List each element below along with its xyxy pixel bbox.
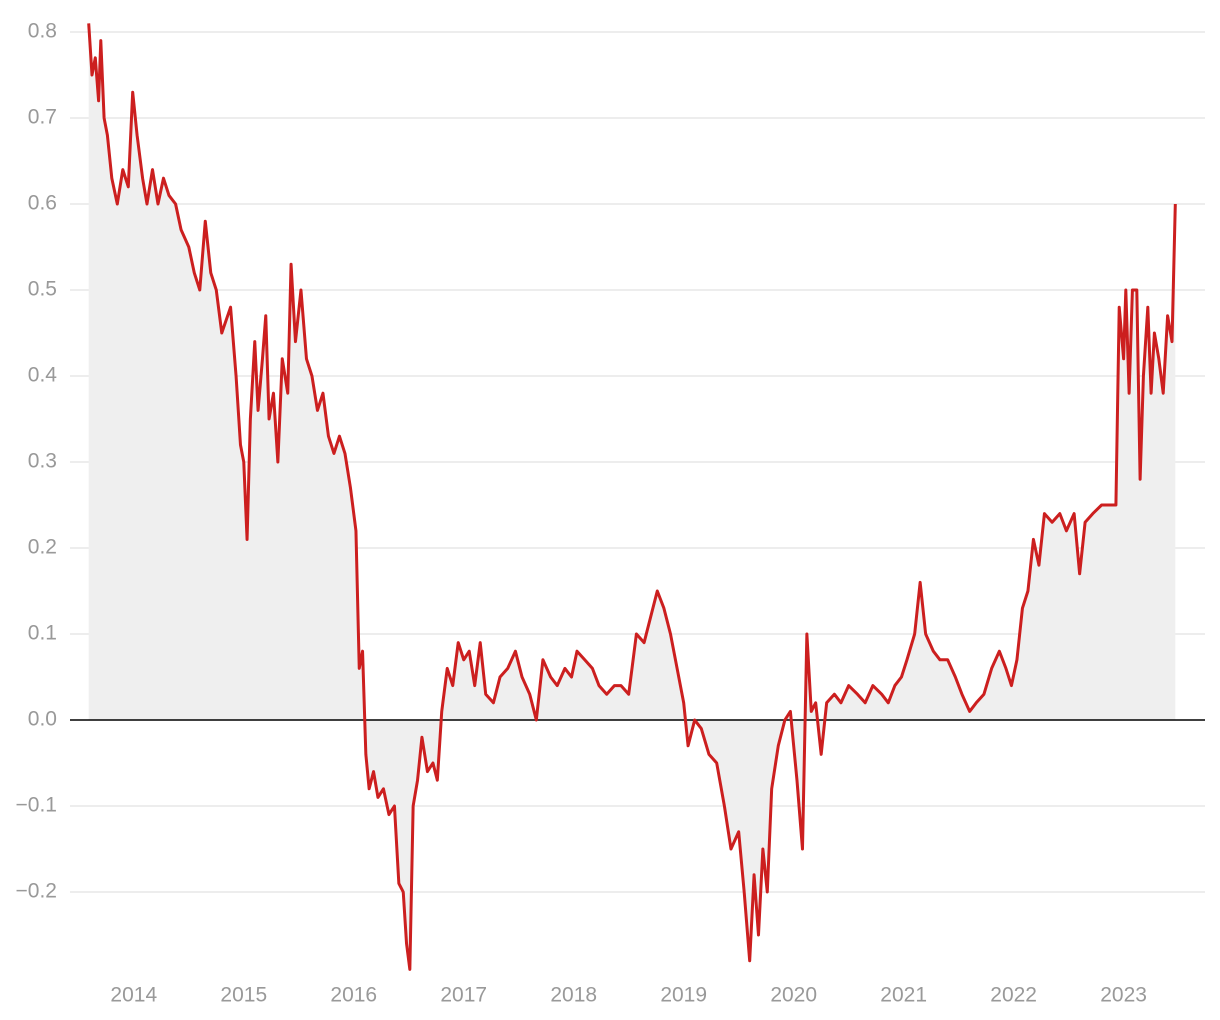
y-tick-label: 0.6 <box>28 192 57 215</box>
x-tick-label: 2015 <box>220 984 267 1007</box>
y-tick-label: 0.1 <box>28 622 57 645</box>
x-tick-label: 2017 <box>440 984 487 1007</box>
x-tick-label: 2018 <box>550 984 597 1007</box>
y-tick-label: 0.7 <box>28 106 57 129</box>
x-tick-label: 2014 <box>110 984 157 1007</box>
y-tick-label: 0.0 <box>28 708 57 731</box>
y-tick-label: 0.3 <box>28 450 57 473</box>
y-tick-label: 0.2 <box>28 536 57 559</box>
x-tick-label: 2020 <box>770 984 817 1007</box>
area <box>88 23 1176 970</box>
line <box>87 23 1177 971</box>
x-tick-label: 2023 <box>1100 984 1147 1007</box>
y-tick-label: 0.5 <box>28 278 57 301</box>
y-tick-label: −0.1 <box>16 794 57 817</box>
y-tick-label: 0.8 <box>28 20 57 43</box>
y-tick-label: 0.4 <box>28 364 58 387</box>
x-tick-label: 2019 <box>660 984 707 1007</box>
x-tick-label: 2021 <box>880 984 927 1007</box>
x-tick-label: 2016 <box>330 984 377 1007</box>
x-tick-label: 2022 <box>990 984 1037 1007</box>
y-tick-label: −0.2 <box>16 880 57 903</box>
